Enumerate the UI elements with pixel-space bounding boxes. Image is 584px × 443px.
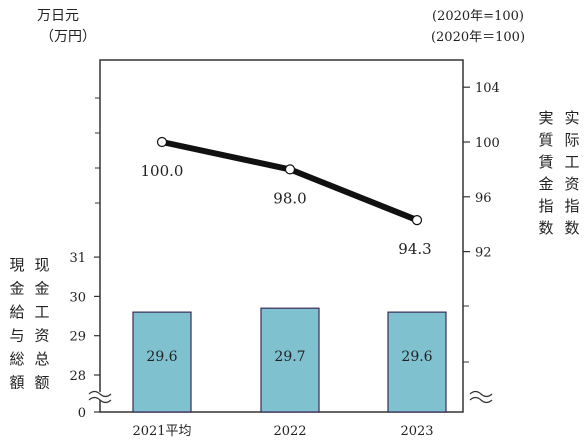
x-axis: 2021平均 2022 2023 — [132, 424, 433, 439]
right-tick-label: 100 — [475, 136, 500, 151]
axis-label-char: 资 — [564, 175, 579, 193]
axis-label-char: 金 — [34, 280, 49, 298]
axis-label-char: 金 — [9, 280, 24, 298]
axis-label-char: 指 — [564, 197, 579, 215]
axis-label-char: 与 — [9, 327, 24, 345]
axis-label-char: 际 — [564, 131, 579, 149]
left-tick-label: 31 — [69, 251, 86, 266]
axis-break-line — [88, 390, 112, 398]
plot-border — [99, 59, 464, 413]
line-data-label: 98.0 — [273, 189, 306, 207]
axis-break-marks — [88, 390, 493, 404]
x-tick-label: 2023 — [400, 424, 433, 439]
right-tick-label: 92 — [475, 246, 492, 261]
bar-series: 29.6 29.7 29.6 — [132, 307, 447, 413]
line-path — [161, 139, 419, 223]
axis-break-line — [88, 396, 112, 404]
bar — [260, 307, 320, 413]
axis-label-char: 質 — [538, 131, 553, 149]
axis-label-char: 工 — [34, 303, 49, 321]
bar — [387, 311, 447, 413]
bar — [132, 311, 192, 413]
axis-label-char: 総 — [9, 350, 24, 368]
line-series: 100.0 98.0 94.3 — [141, 136, 432, 258]
axis-label-char: 总 — [34, 350, 49, 368]
left-tick-label: 0 — [78, 406, 86, 421]
axis-label-char: 給 — [9, 303, 24, 321]
left-axis: 0 28 29 30 31 — [69, 97, 100, 421]
x-tick-label: 2022 — [273, 424, 306, 439]
right-tick-label: 104 — [475, 81, 500, 96]
axis-label-char: 数 — [538, 219, 553, 237]
axis-label-char: 工 — [564, 153, 579, 171]
right-tick-label: 96 — [475, 191, 492, 206]
left-tick-label: 28 — [69, 369, 86, 384]
left-tick-label: 29 — [69, 330, 86, 345]
axis-label-char: 額 — [9, 374, 24, 392]
right-unit-line2: (2020年＝100) — [431, 30, 525, 45]
axis-label-char: 实 — [564, 109, 579, 127]
bar-data-label: 29.7 — [274, 349, 305, 365]
left-unit-line1: 万日元 — [37, 8, 79, 24]
plot-frame — [99, 59, 464, 413]
axis-break-gap — [89, 392, 111, 400]
axis-label-char: 指 — [538, 197, 553, 215]
left-unit-line2: （万円） — [40, 29, 96, 45]
line-point — [284, 164, 296, 175]
axis-label-char: 現 — [9, 256, 24, 274]
axis-label-char: 数 — [564, 219, 579, 237]
x-tick-label: 2021平均 — [132, 424, 191, 439]
axis-label-char: 额 — [34, 374, 49, 392]
bar-data-label: 29.6 — [146, 349, 177, 365]
axis-break-gap — [470, 392, 492, 400]
axis-label-char: 実 — [538, 109, 553, 127]
bar-data-label: 29.6 — [401, 349, 432, 365]
axis-label-char: 现 — [34, 256, 49, 274]
right-axis: 92 96 100 104 — [463, 81, 500, 363]
axis-break-line — [469, 390, 493, 398]
line-point — [156, 136, 168, 148]
line-data-label: 100.0 — [141, 162, 184, 180]
axis-label-char: 金 — [538, 175, 553, 193]
line-data-label: 94.3 — [398, 240, 431, 258]
left-tick-label: 30 — [69, 290, 86, 305]
axis-label-char: 资 — [34, 327, 49, 345]
axis-break-line — [469, 396, 493, 404]
line-point — [411, 214, 423, 226]
right-unit-line1: (2020年=100) — [432, 9, 524, 24]
axis-label-char: 賃 — [538, 153, 553, 171]
